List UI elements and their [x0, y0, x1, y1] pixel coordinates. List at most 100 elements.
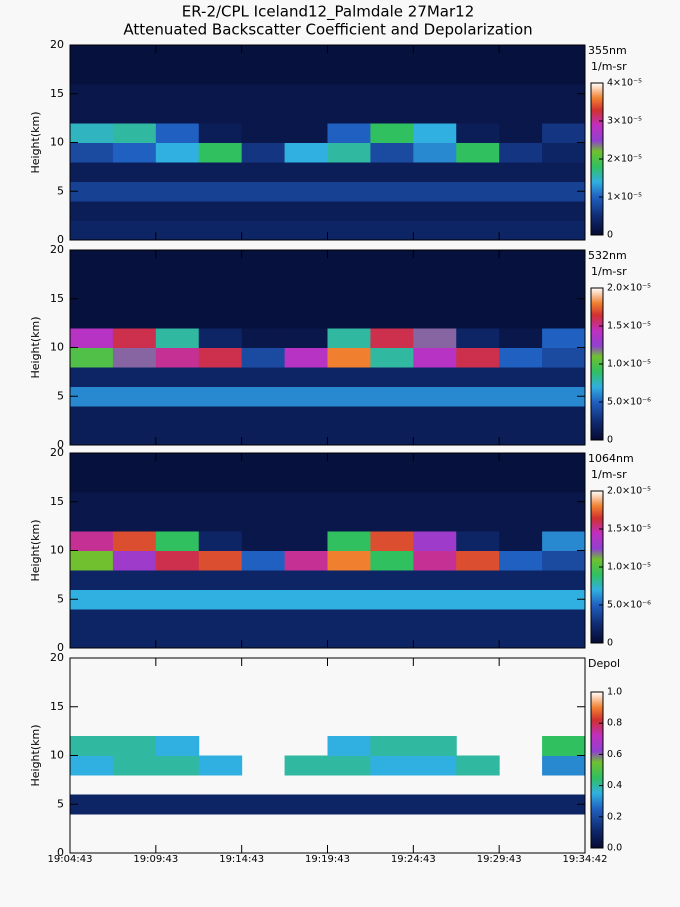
- heat-cell: [327, 570, 371, 590]
- heat-cell: [413, 103, 457, 124]
- heat-cell: [456, 328, 500, 348]
- heat-cell: [370, 550, 414, 571]
- x-tick-label: 19:09:43: [133, 854, 178, 865]
- heat-cell: [327, 347, 371, 368]
- heat-cell: [542, 386, 586, 407]
- heat-cell: [413, 550, 457, 571]
- y-tick-label: 5: [57, 184, 64, 197]
- colorbar-tick-label: 1.0×10⁻⁵: [607, 562, 651, 573]
- heat-cell: [112, 84, 157, 104]
- heat-cell: [284, 550, 328, 571]
- heat-cell: [155, 123, 200, 143]
- heat-cell: [241, 289, 286, 309]
- heat-cell: [112, 220, 157, 241]
- heat-cell: [413, 570, 457, 590]
- heat-cell: [112, 367, 157, 387]
- heat-cell: [112, 162, 157, 182]
- heat-cell: [456, 123, 500, 143]
- heat-cell: [70, 84, 114, 104]
- heat-cell: [370, 736, 414, 756]
- heat-cell: [70, 347, 114, 368]
- heat-cell: [112, 628, 157, 649]
- heat-cell: [112, 347, 157, 368]
- heat-cell: [499, 550, 543, 571]
- heat-cell: [155, 453, 200, 473]
- heat-cell: [198, 103, 243, 124]
- y-tick-label: 5: [57, 592, 64, 605]
- heat-cell: [370, 531, 414, 551]
- heat-cell: [370, 201, 414, 221]
- heat-cell: [112, 511, 157, 532]
- heat-cell: [155, 406, 200, 426]
- heat-cell: [499, 386, 543, 407]
- heat-cell: [70, 308, 114, 329]
- heat-cell: [241, 162, 286, 182]
- heat-cell: [327, 492, 371, 512]
- heat-cell: [327, 142, 371, 163]
- heat-cell: [456, 386, 500, 407]
- heat-cell: [327, 386, 371, 407]
- heat-cell: [70, 511, 114, 532]
- heat-cell: [198, 425, 243, 446]
- heat-cell: [284, 250, 328, 270]
- heat-cell: [542, 755, 586, 776]
- heat-cell: [370, 492, 414, 512]
- heat-cell: [284, 123, 328, 143]
- heat-cell: [155, 64, 200, 85]
- heat-cell: [70, 269, 114, 290]
- heat-cell: [70, 386, 114, 407]
- heat-cell: [155, 425, 200, 446]
- panel-label: 1064nm: [588, 452, 634, 465]
- heat-cell: [155, 511, 200, 532]
- heat-cell: [499, 367, 543, 387]
- heat-cell: [413, 201, 457, 221]
- colorbar-tick-label: 0: [607, 638, 613, 649]
- colorbar-tick-label: 2×10⁻⁵: [607, 154, 642, 165]
- x-tick-label: 19:24:43: [391, 854, 436, 865]
- heat-cell: [413, 289, 457, 309]
- heat-cell: [112, 45, 157, 65]
- heat-cell: [327, 406, 371, 426]
- y-tick-label: 15: [50, 700, 64, 713]
- heat-cell: [155, 269, 200, 290]
- heat-cell: [112, 794, 157, 815]
- heat-cell: [284, 570, 328, 590]
- heat-cell: [499, 472, 543, 493]
- heat-cell: [542, 289, 586, 309]
- heat-cell: [413, 794, 457, 815]
- heat-cell: [499, 123, 543, 143]
- heat-cell: [70, 162, 114, 182]
- colorbar-tick-label: 1.5×10⁻⁵: [607, 321, 651, 332]
- heat-cell: [284, 84, 328, 104]
- heat-cell: [370, 289, 414, 309]
- heat-cell: [112, 453, 157, 473]
- heat-cell: [198, 511, 243, 532]
- heat-cell: [284, 308, 328, 329]
- heat-cell: [198, 570, 243, 590]
- heat-cell: [198, 755, 243, 776]
- heat-cell: [413, 250, 457, 270]
- heat-cell: [155, 386, 200, 407]
- heat-cell: [413, 589, 457, 610]
- colorbar-tick-label: 0.2: [607, 811, 622, 822]
- y-tick-label: 15: [50, 495, 64, 508]
- colorbar-tick-label: 2.0×10⁻⁵: [607, 486, 651, 497]
- heat-cell: [198, 550, 243, 571]
- heat-cell: [413, 492, 457, 512]
- colorbar-tick-label: 5.0×10⁻⁶: [607, 600, 651, 611]
- heat-cell: [284, 425, 328, 446]
- heat-cell: [112, 472, 157, 493]
- heat-cell: [198, 45, 243, 65]
- heat-cell: [327, 628, 371, 649]
- heat-cell: [456, 425, 500, 446]
- heat-cell: [499, 103, 543, 124]
- heat-cell: [413, 220, 457, 241]
- heat-cell: [499, 570, 543, 590]
- heat-cell: [370, 45, 414, 65]
- heat-cell: [284, 162, 328, 182]
- heat-cell: [327, 269, 371, 290]
- heat-cell: [284, 531, 328, 551]
- heat-cell: [499, 308, 543, 329]
- heat-cell: [499, 84, 543, 104]
